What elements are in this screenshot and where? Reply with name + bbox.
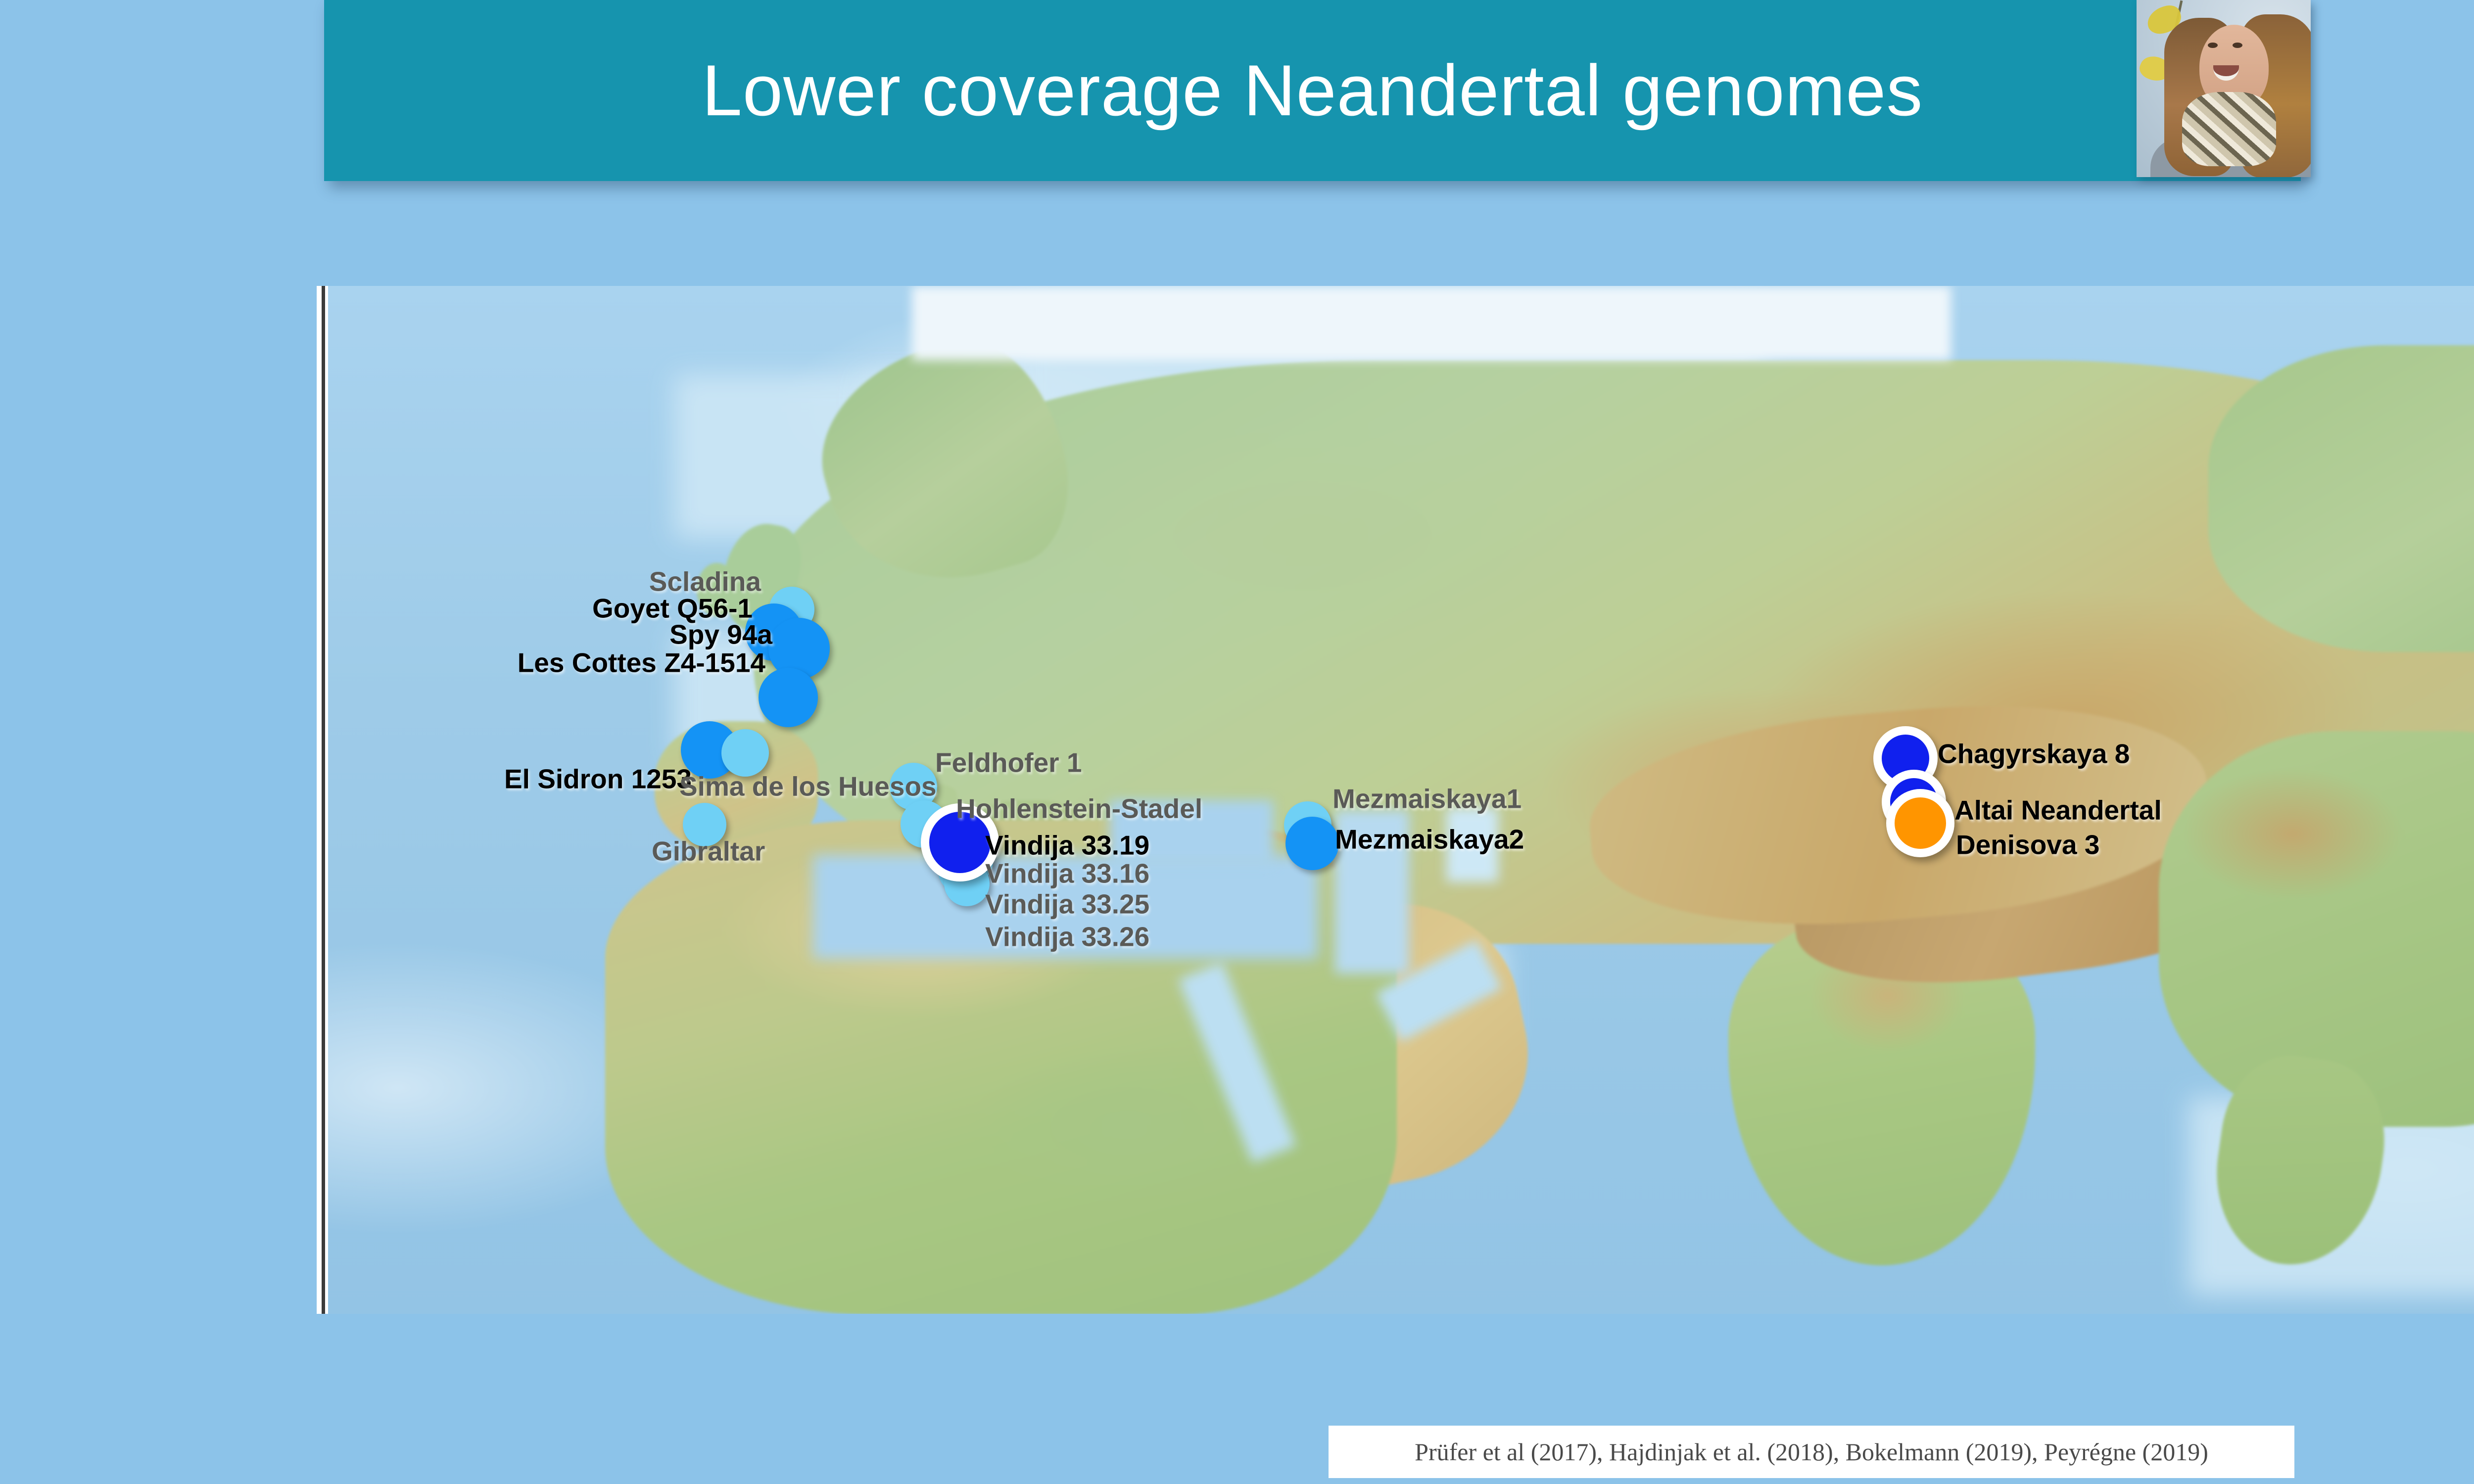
sea-caspian — [1335, 810, 1409, 974]
portrait-eye — [2232, 42, 2242, 48]
sea-mediterranean — [813, 855, 1318, 959]
site-label-vindija-33-19: Vindija 33.19 — [985, 830, 1150, 861]
ice-arctic-cap — [912, 286, 1951, 360]
site-marker-sima-de-los-huesos[interactable] — [721, 729, 769, 777]
site-label-scladina: Scladina — [649, 566, 761, 597]
landmass-ireland — [697, 563, 737, 616]
site-label-les-cottes-z4-1514: Les Cottes Z4-1514 — [517, 647, 765, 678]
site-label-gibraltar: Gibraltar — [652, 835, 765, 867]
site-label-sima-de-los-huesos: Sima de los Huesos — [679, 771, 937, 802]
speaker-portrait — [2137, 0, 2311, 177]
site-label-vindija-33-16: Vindija 33.16 — [985, 858, 1150, 889]
site-marker-mezmaiskaya2[interactable] — [1285, 817, 1339, 870]
site-label-el-sidron-1253: El Sidron 1253 — [504, 763, 692, 794]
title-banner: Lower coverage Neandertal genomes — [324, 0, 2301, 181]
site-label-mezmaiskaya2: Mezmaiskaya2 — [1335, 824, 1524, 855]
site-label-hohlenstein-stadel: Hohlenstein-Stadel — [956, 793, 1203, 824]
sea-black — [1110, 800, 1273, 865]
site-label-vindija-33-25: Vindija 33.25 — [985, 888, 1150, 920]
site-marker-les-cottes-z4-1514[interactable] — [759, 668, 818, 727]
portrait-scarf — [2182, 92, 2276, 167]
page-title: Lower coverage Neandertal genomes — [702, 50, 1923, 131]
site-marker-denisova-3[interactable] — [1886, 789, 1954, 857]
site-label-chagyrskaya-8: Chagyrskaya 8 — [1938, 738, 2130, 769]
eurasia-relief-map[interactable]: Scladina Goyet Q56-1 Spy 94a Les Cottes Z4-… — [328, 286, 2474, 1314]
landmass-siberia-northeast — [2208, 345, 2474, 652]
site-label-feldhofer-1: Feldhofer 1 — [935, 747, 1082, 778]
site-label-altai-neandertal: Altai Neandertal — [1954, 794, 2162, 826]
site-marker-gibraltar[interactable] — [683, 803, 726, 846]
site-label-denisova-3: Denisova 3 — [1956, 829, 2100, 860]
citation-text: Prüfer et al (2017), Hajdinjak et al. (2… — [1415, 1438, 2208, 1466]
map-left-border-rule — [322, 286, 325, 1314]
site-label-spy-94a: Spy 94a — [669, 619, 772, 650]
site-label-vindija-33-26: Vindija 33.26 — [985, 921, 1150, 952]
citation-box: Prüfer et al (2017), Hajdinjak et al. (2… — [1329, 1426, 2294, 1478]
portrait-eye — [2208, 42, 2218, 48]
site-label-goyet-q56-1: Goyet Q56-1 — [592, 593, 753, 624]
site-label-mezmaiskaya1: Mezmaiskaya1 — [1332, 783, 1522, 814]
sea-aral — [1446, 808, 1498, 882]
map-frame: Scladina Goyet Q56-1 Spy 94a Les Cottes Z4-… — [317, 286, 2474, 1314]
